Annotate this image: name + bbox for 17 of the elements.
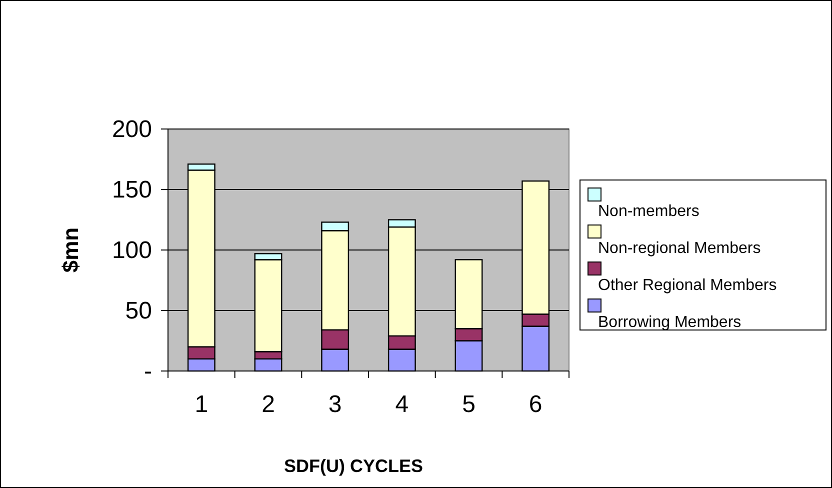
x-tick-label: 6 [528, 391, 542, 418]
y-tick-label: 50 [125, 298, 152, 324]
y-tick-label: 200 [112, 116, 152, 143]
y-tick-label: - [144, 358, 152, 385]
y-tick-label: 100 [112, 237, 152, 264]
legend-label: Non-members [598, 203, 700, 220]
x-axis-title: SDF(U) CYCLES [284, 456, 423, 476]
x-tick-label: 5 [462, 391, 476, 418]
legend-label: Non-regional Members [598, 240, 761, 257]
x-tick-label: 4 [395, 391, 409, 418]
x-tick-label: 1 [194, 391, 208, 418]
x-tick-label: 3 [328, 391, 342, 418]
legend-label: Other Regional Members [598, 277, 777, 294]
y-axis-title: $mn [58, 227, 83, 273]
x-tick-label: 2 [262, 391, 275, 418]
legend-label: Borrowing Members [598, 314, 742, 331]
y-tick-label: 150 [112, 176, 152, 204]
